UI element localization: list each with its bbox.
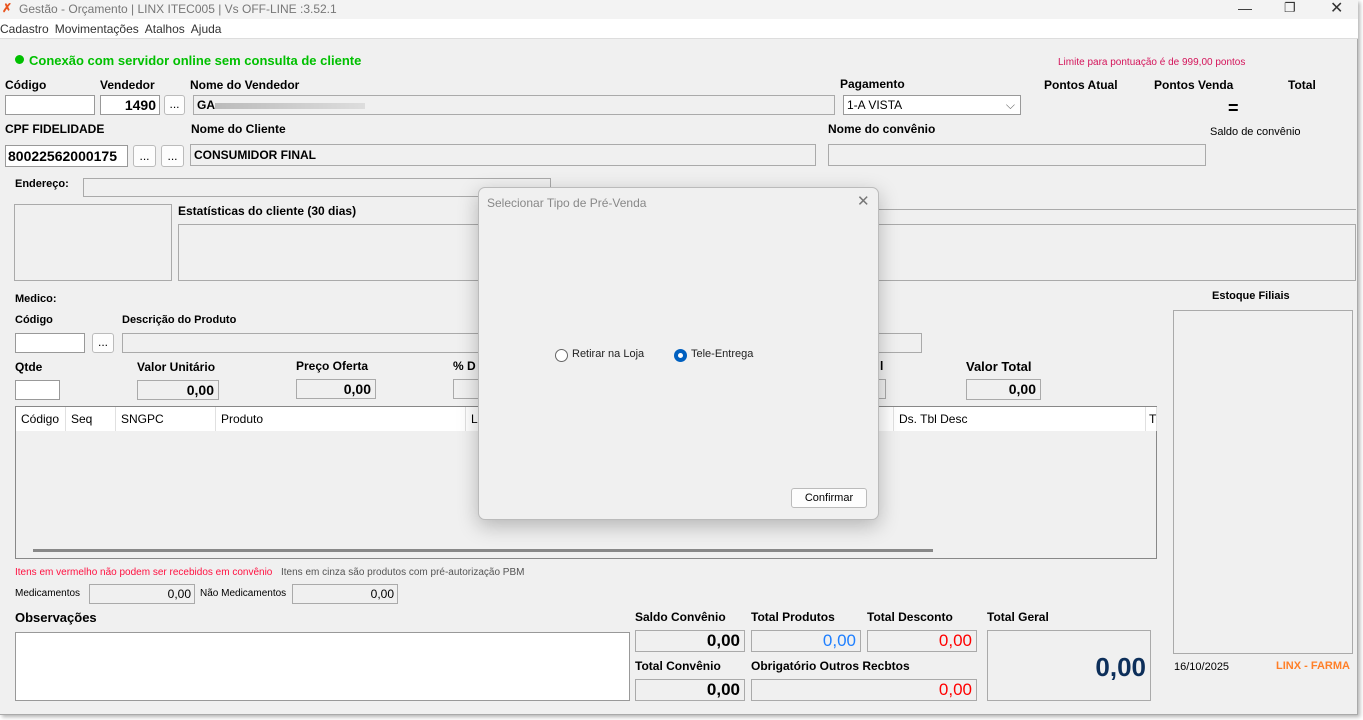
- window-title: Gestão - Orçamento | LINX ITEC005 | Vs O…: [19, 2, 337, 16]
- col-t[interactable]: T: [1146, 407, 1157, 431]
- valor-total-field: 0,00: [966, 379, 1041, 400]
- col-codigo[interactable]: Código: [16, 407, 66, 431]
- status-dot-icon: [15, 55, 24, 64]
- nao-medicamentos-field: 0,00: [292, 584, 398, 604]
- radio-selected-icon[interactable]: [674, 349, 687, 362]
- horizontal-scrollbar[interactable]: [33, 549, 933, 552]
- dialog-close-button[interactable]: ✕: [857, 193, 870, 210]
- nome-cliente-label: Nome do Cliente: [191, 122, 286, 136]
- produto-search-button[interactable]: ...: [92, 333, 114, 353]
- chevron-down-icon: ⌵: [1005, 98, 1015, 112]
- partial-label: l: [880, 359, 884, 373]
- valor-unitario-label: Valor Unitário: [137, 360, 216, 374]
- medicamentos-field: 0,00: [89, 584, 195, 604]
- vendedor-input[interactable]: 1490: [100, 95, 160, 115]
- estoque-filiais-box: [1173, 310, 1353, 654]
- col-seq[interactable]: Seq: [66, 407, 116, 431]
- menu-bar: Cadastro Movimentações Atalhos Ajuda: [0, 19, 1358, 39]
- saldo-convenio-text: Saldo de convênio: [1210, 126, 1301, 138]
- cpf-input[interactable]: 80022562000175: [5, 145, 128, 167]
- total-desconto-label: Total Desconto: [867, 610, 953, 624]
- total-produtos-field: 0,00: [751, 630, 861, 652]
- estoque-filiais-label: Estoque Filiais: [1212, 290, 1290, 302]
- total-produtos-label: Total Produtos: [751, 610, 835, 624]
- minimize-button[interactable]: —: [1238, 0, 1252, 16]
- total-geral-label: Total Geral: [987, 610, 1049, 624]
- cpf-search-button[interactable]: ...: [133, 145, 156, 167]
- produto-codigo-label: Código: [15, 314, 53, 326]
- preco-oferta-field: 0,00: [296, 379, 376, 399]
- dialog-title: Selecionar Tipo de Pré-Venda: [487, 196, 647, 210]
- divider: [878, 209, 1356, 210]
- legend-red: Itens em vermelho não podem ser recebido…: [15, 567, 273, 578]
- outros-recbtos-field: 0,00: [751, 679, 977, 701]
- observacoes-textarea[interactable]: [15, 632, 630, 701]
- codigo-label: Código: [5, 78, 47, 92]
- linx-logo-icon: ✗: [2, 1, 13, 15]
- saldo-convenio-field: 0,00: [635, 630, 745, 652]
- col-produto[interactable]: Produto: [216, 407, 466, 431]
- pontos-venda-label: Pontos Venda: [1154, 78, 1234, 92]
- total-desconto-field: 0,00: [867, 630, 977, 652]
- nome-vendedor-field: GA: [193, 95, 835, 115]
- menu-movimentacoes[interactable]: Movimentações: [54, 22, 139, 36]
- col-sngpc[interactable]: SNGPC: [116, 407, 216, 431]
- legend-gray: Itens em cinza são produtos com pré-auto…: [281, 567, 525, 578]
- observacoes-label: Observações: [15, 610, 97, 625]
- convenio-label: Nome do convênio: [828, 122, 936, 136]
- total-geral-field: 0,00: [987, 630, 1151, 701]
- title-bar: ✗ Gestão - Orçamento | LINX ITEC005 | Vs…: [0, 0, 1358, 19]
- outros-recbtos-label: Obrigatório Outros Recbtos: [751, 659, 910, 673]
- radio-unselected-icon[interactable]: [555, 349, 568, 362]
- date-text: 16/10/2025: [1174, 661, 1230, 673]
- menu-ajuda[interactable]: Ajuda: [190, 22, 222, 36]
- vendedor-search-button[interactable]: ...: [164, 95, 185, 115]
- pontos-atual-label: Pontos Atual: [1044, 78, 1118, 92]
- convenio-field: [828, 144, 1206, 166]
- cpf-label: CPF FIDELIDADE: [5, 122, 105, 136]
- total-label: Total: [1288, 78, 1316, 92]
- valor-total-label: Valor Total: [966, 359, 1032, 374]
- medico-label: Medico:: [15, 293, 57, 305]
- total-convenio-label: Total Convênio: [635, 659, 721, 673]
- qtde-input[interactable]: [15, 380, 60, 400]
- client-photo-box: [14, 204, 172, 281]
- endereco-label: Endereço:: [15, 178, 69, 190]
- nome-vendedor-label: Nome do Vendedor: [190, 78, 300, 92]
- brand-text: LINX - FARMA: [1276, 660, 1350, 672]
- pagamento-value: 1-A VISTA: [847, 98, 903, 112]
- close-button[interactable]: ✕: [1330, 0, 1344, 17]
- nome-vendedor-value: GA: [197, 98, 215, 112]
- codigo-input[interactable]: [5, 95, 95, 115]
- redacted-blur: [215, 102, 365, 109]
- valor-unitario-field: 0,00: [137, 380, 219, 400]
- nome-cliente-field: CONSUMIDOR FINAL: [190, 144, 816, 166]
- medicamentos-label: Medicamentos: [15, 588, 81, 599]
- saldo-convenio-label: Saldo Convênio: [635, 610, 726, 624]
- nao-medicamentos-label: Não Medicamentos: [200, 588, 287, 599]
- produto-codigo-input[interactable]: [15, 333, 85, 353]
- preco-oferta-label: Preço Oferta: [296, 359, 369, 373]
- total-convenio-field: 0,00: [635, 679, 745, 701]
- restore-button[interactable]: ❐: [1284, 0, 1296, 15]
- pagamento-label: Pagamento: [840, 77, 905, 91]
- col-ds-tbl-desc[interactable]: Ds. Tbl Desc: [894, 407, 1146, 431]
- confirmar-button[interactable]: Confirmar: [791, 488, 867, 508]
- menu-cadastro[interactable]: Cadastro: [0, 22, 49, 36]
- qtde-label: Qtde: [15, 360, 43, 374]
- desconto-label: % D: [453, 359, 476, 373]
- pagamento-select[interactable]: 1-A VISTA ⌵: [843, 95, 1021, 115]
- estatisticas-label: Estatísticas do cliente (30 dias): [178, 204, 357, 218]
- pre-venda-dialog: Selecionar Tipo de Pré-Venda ✕ Retirar n…: [478, 187, 879, 520]
- points-limit-text: Limite para pontuação é de 999,00 pontos: [1058, 57, 1246, 68]
- equals-sign: =: [1228, 98, 1239, 118]
- descricao-label: Descrição do Produto: [122, 314, 237, 326]
- option-label: Tele-Entrega: [691, 348, 754, 360]
- vendedor-label: Vendedor: [100, 78, 155, 92]
- cliente-search-button[interactable]: ...: [161, 145, 184, 167]
- connection-status: Conexão com servidor online sem consulta…: [29, 53, 362, 68]
- menu-atalhos[interactable]: Atalhos: [144, 22, 185, 36]
- option-label: Retirar na Loja: [572, 348, 645, 360]
